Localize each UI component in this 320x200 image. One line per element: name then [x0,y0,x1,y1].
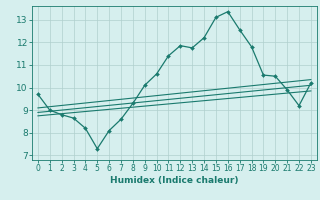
X-axis label: Humidex (Indice chaleur): Humidex (Indice chaleur) [110,176,239,185]
